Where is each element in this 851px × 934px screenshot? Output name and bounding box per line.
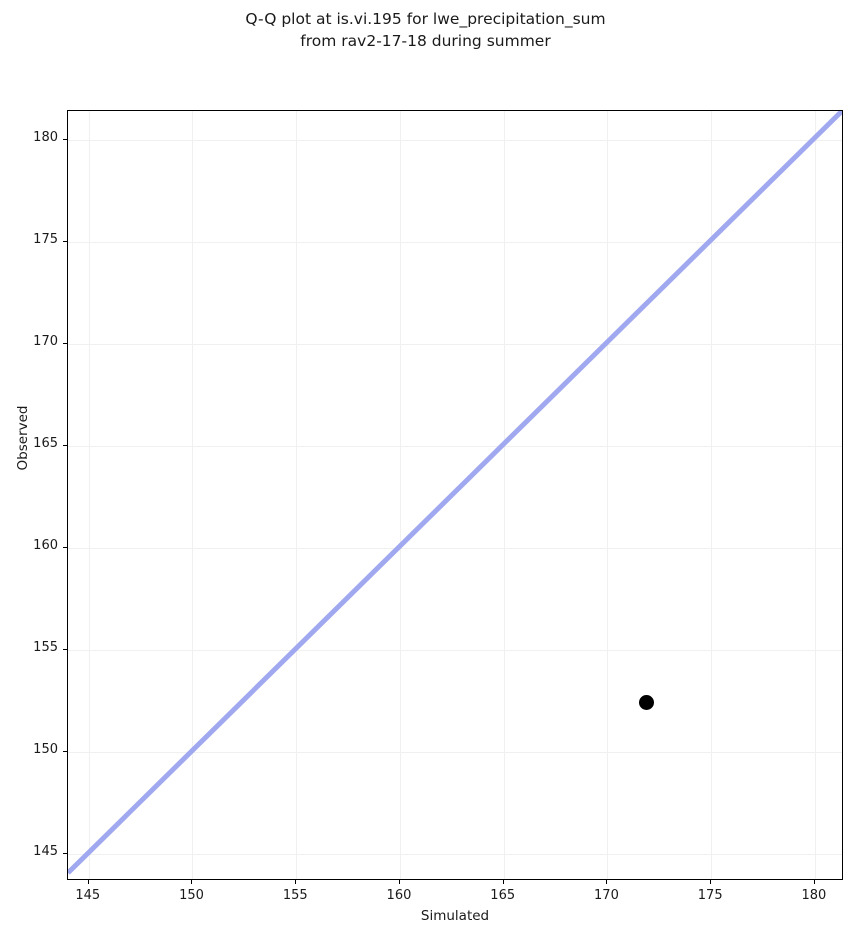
- gridline-vertical: [503, 111, 505, 879]
- page-title: Q-Q plot at is.vi.195 for lwe_precipitat…: [245, 10, 606, 50]
- plot-area: [67, 110, 843, 880]
- x-tick-mark: [191, 880, 193, 884]
- gridline-vertical: [296, 111, 298, 879]
- gridline-horizontal: [68, 650, 842, 652]
- y-tick-mark: [63, 342, 67, 344]
- gridline-vertical: [192, 111, 194, 879]
- x-tick-mark: [813, 880, 815, 884]
- x-tick-label: 175: [697, 888, 723, 903]
- x-tick-label: 150: [179, 888, 204, 903]
- gridline-vertical: [711, 111, 713, 879]
- x-tick-label: 165: [490, 888, 516, 903]
- y-tick-label: 170: [33, 333, 58, 349]
- x-tick-label: 145: [75, 888, 101, 903]
- y-tick-label: 160: [33, 538, 58, 554]
- x-tick-mark: [295, 880, 297, 884]
- y-tick-label: 175: [33, 231, 58, 247]
- gridline-horizontal: [68, 241, 842, 243]
- y-tick-mark: [63, 853, 67, 855]
- x-axis-label: Simulated: [420, 908, 490, 924]
- gridline-vertical: [399, 111, 401, 879]
- gridline-horizontal: [68, 139, 842, 141]
- gridline-vertical: [814, 111, 816, 879]
- y-tick-label: 180: [33, 129, 58, 145]
- y-tick-mark: [63, 649, 67, 651]
- gridline-vertical: [607, 111, 609, 879]
- y-tick-mark: [63, 547, 67, 549]
- x-tick-mark: [606, 880, 608, 884]
- x-tick-label: 180: [801, 888, 827, 903]
- y-tick-label: 145: [33, 844, 58, 860]
- gridline-horizontal: [68, 752, 842, 754]
- x-tick-mark: [710, 880, 712, 884]
- y-tick-mark: [63, 240, 67, 242]
- y-axis-ticks: 145 150 155 160 165 170 175 180: [0, 0, 67, 934]
- gridline-vertical: [88, 111, 90, 879]
- y-tick-label: 150: [33, 742, 58, 758]
- y-axis-label: Observed: [15, 405, 31, 471]
- x-tick-mark: [87, 880, 89, 884]
- y-tick-label: 155: [33, 640, 58, 656]
- gridline-horizontal: [68, 445, 842, 447]
- x-tick-mark: [398, 880, 400, 884]
- identity-line: [68, 111, 842, 875]
- y-tick-mark: [63, 751, 67, 753]
- data-point: [639, 694, 655, 710]
- x-tick-label: 155: [282, 888, 308, 903]
- gridline-horizontal: [68, 854, 842, 856]
- gridline-horizontal: [68, 548, 842, 550]
- y-tick-mark: [63, 444, 67, 446]
- x-tick-label: 170: [594, 888, 619, 903]
- y-tick-label: 165: [33, 435, 58, 451]
- x-tick-mark: [502, 880, 504, 884]
- y-tick-mark: [63, 138, 67, 140]
- x-tick-label: 160: [386, 888, 412, 903]
- gridline-horizontal: [68, 343, 842, 345]
